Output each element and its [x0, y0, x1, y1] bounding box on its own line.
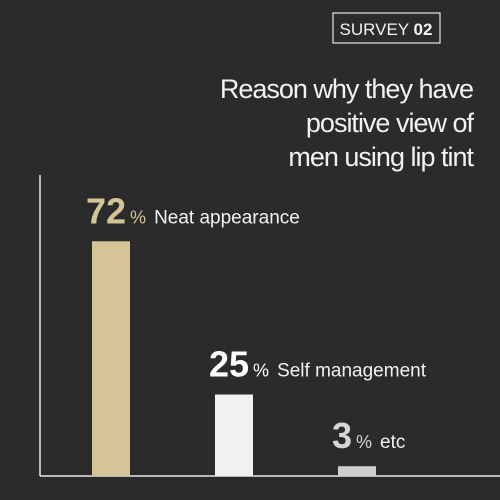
value-label: 72% Neat appearance — [86, 190, 300, 231]
value-unit: % — [130, 207, 146, 227]
value-unit: % — [356, 432, 372, 452]
category-label: Self management — [277, 361, 427, 382]
badge-label: SURVEY — [340, 20, 409, 39]
value-label: 3% etc — [332, 415, 405, 456]
value-label: 25% Self management — [209, 344, 427, 385]
chart-title: men using lip tint — [288, 142, 474, 172]
chart-title: Reason why they have — [220, 74, 473, 104]
bar — [215, 394, 253, 476]
badge-number: 02 — [414, 20, 433, 39]
value-number: 25 — [209, 344, 249, 385]
badge: SURVEY 02 — [340, 20, 433, 39]
category-label: Neat appearance — [154, 207, 300, 228]
value-unit: % — [253, 361, 269, 381]
bar — [92, 241, 130, 476]
category-label: etc — [380, 432, 405, 453]
value-number: 72 — [86, 190, 126, 231]
bar — [338, 466, 376, 476]
badge-box — [332, 12, 441, 44]
chart-title: positive view of — [306, 108, 475, 138]
value-number: 3 — [332, 415, 352, 456]
